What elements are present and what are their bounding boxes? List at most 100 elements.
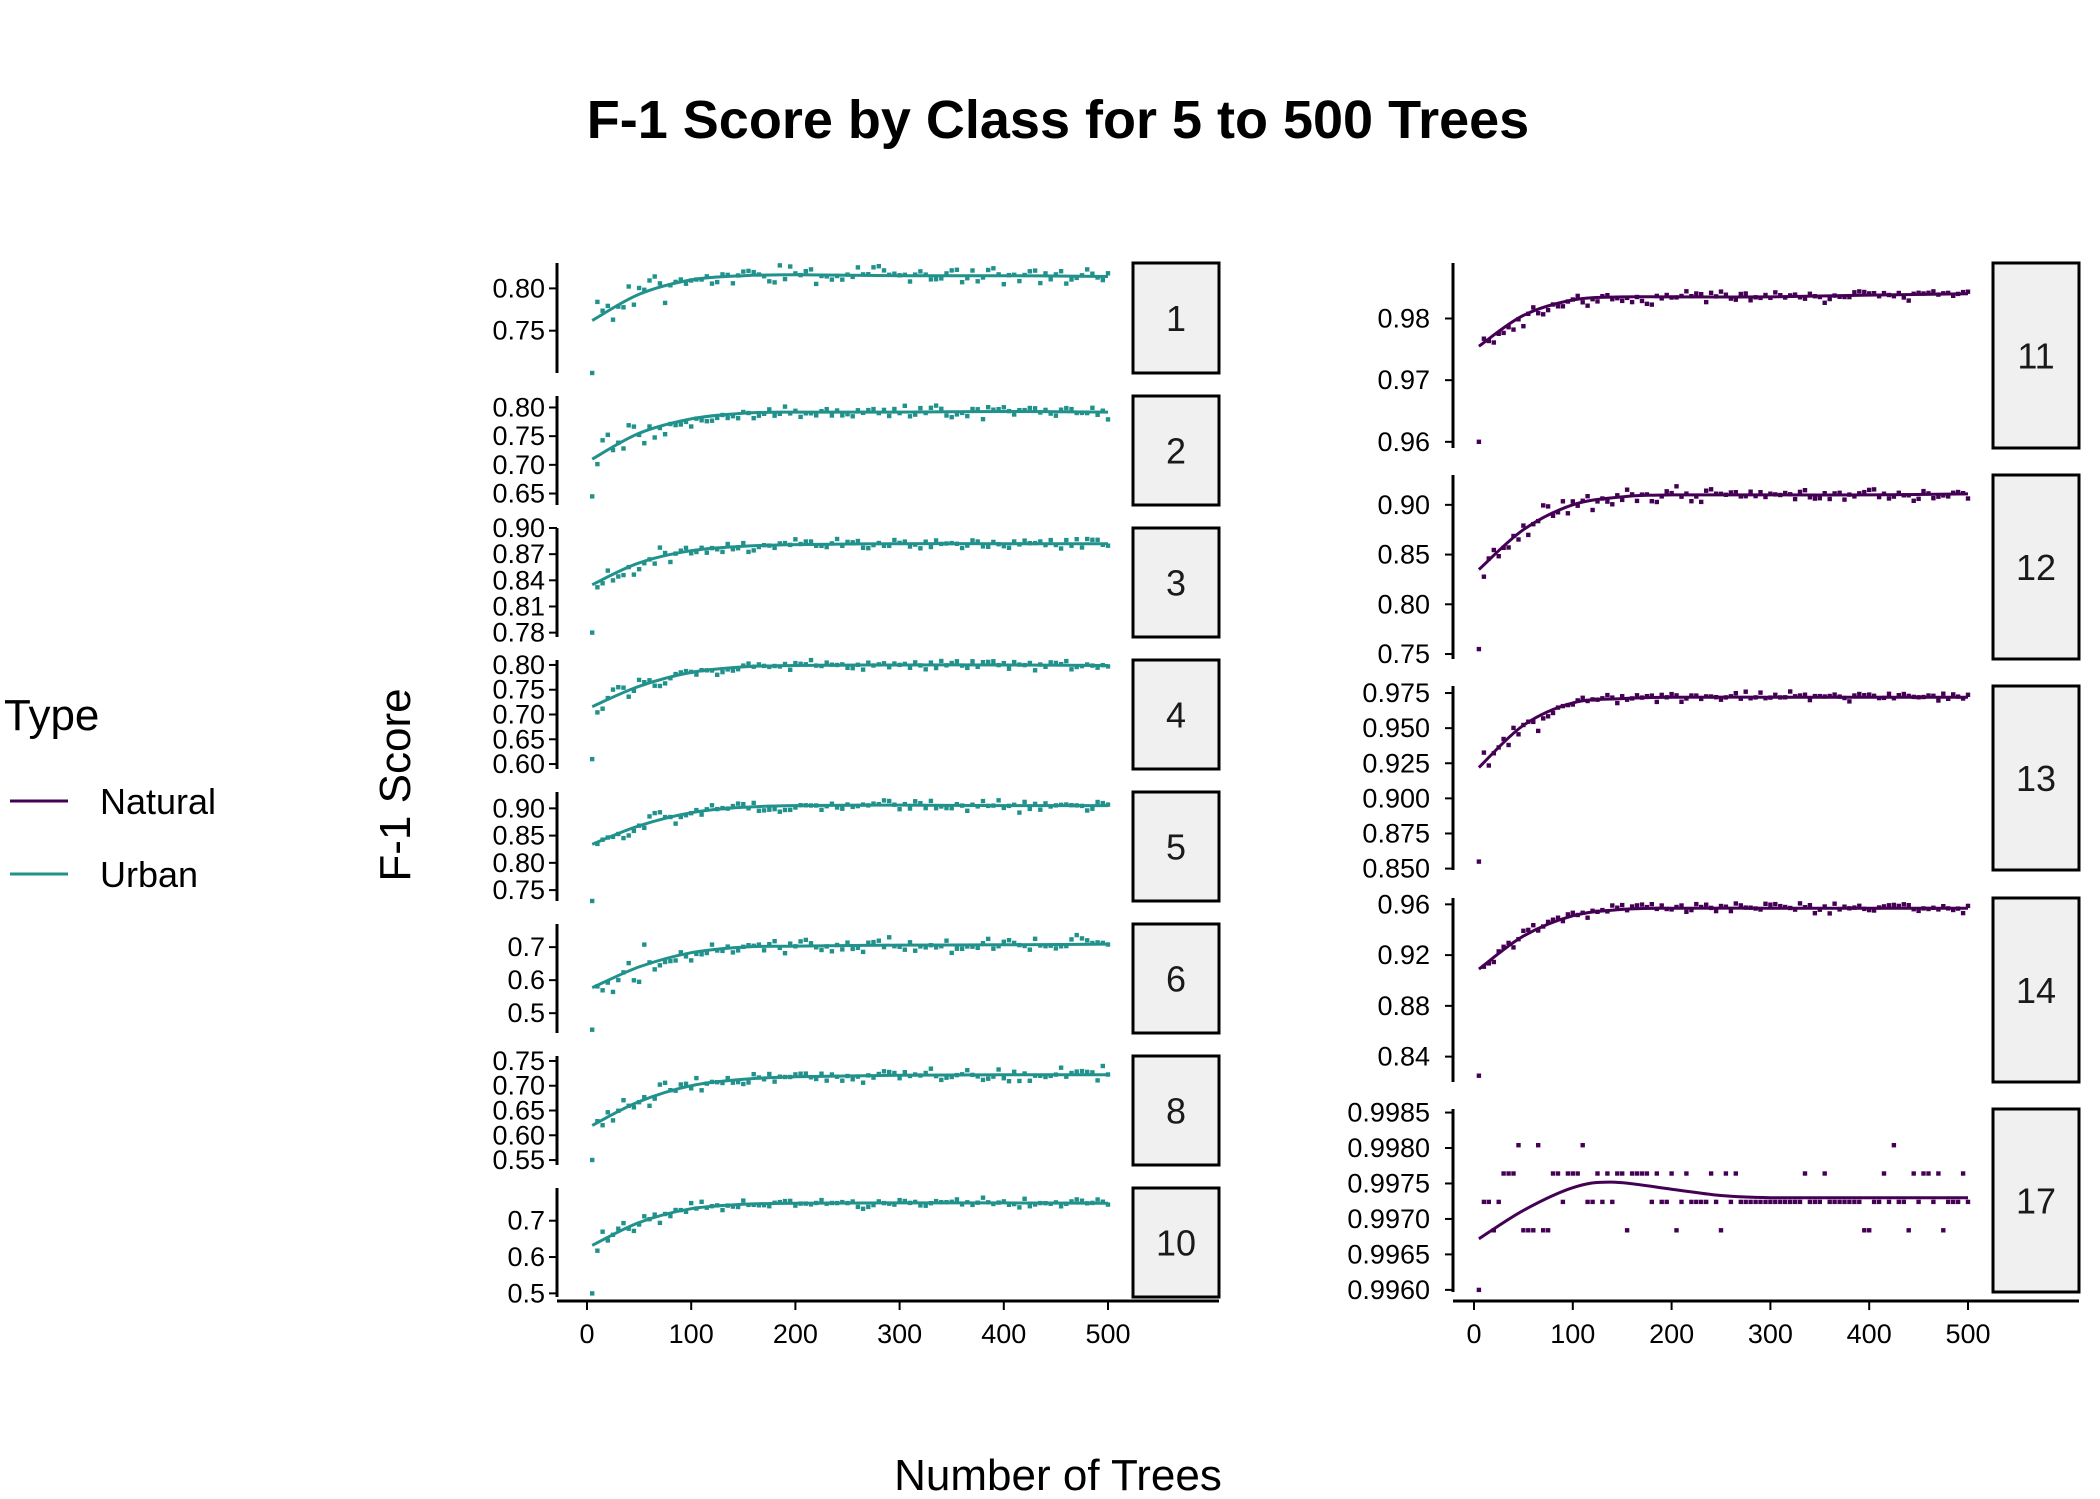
data-point — [590, 370, 595, 376]
data-point — [683, 813, 689, 818]
data-point — [1001, 660, 1006, 666]
data-point — [746, 661, 751, 666]
data-point — [647, 814, 652, 819]
data-point — [1857, 903, 1862, 908]
data-point — [1565, 511, 1571, 516]
data-point — [735, 546, 741, 551]
y-tick-label: 0.84 — [1377, 1042, 1430, 1072]
data-point — [944, 1075, 949, 1080]
data-point — [907, 414, 913, 419]
y-tick-label: 0.9970 — [1347, 1204, 1430, 1234]
data-point — [777, 411, 782, 416]
data-point — [944, 805, 949, 811]
facet-strip — [1131, 1054, 1221, 1167]
data-point — [913, 799, 918, 804]
data-point — [902, 403, 907, 408]
data-point — [1476, 646, 1482, 652]
data-point — [694, 807, 699, 813]
data-point — [689, 424, 694, 429]
data-point — [1501, 1171, 1506, 1176]
data-point — [1797, 489, 1803, 495]
data-point — [1936, 1171, 1941, 1176]
data-point — [720, 549, 725, 555]
data-point — [683, 1209, 689, 1214]
data-point — [1501, 944, 1506, 949]
data-point — [840, 947, 845, 952]
data-point — [1074, 537, 1079, 542]
data-point — [1634, 693, 1640, 698]
data-point — [699, 1199, 704, 1204]
data-point — [1531, 923, 1536, 928]
data-point — [709, 803, 715, 808]
data-point — [631, 1105, 637, 1110]
facet-panel-8: 0.550.600.650.700.75 8 — [492, 1046, 1221, 1175]
data-point — [845, 665, 850, 670]
data-point — [1053, 413, 1059, 418]
data-point — [720, 669, 725, 675]
data-point — [1012, 412, 1017, 417]
data-point — [1941, 1228, 1946, 1233]
data-point — [772, 413, 777, 418]
data-point — [595, 1248, 600, 1253]
data-point — [1541, 716, 1546, 721]
data-point — [631, 302, 637, 307]
data-point — [1006, 938, 1012, 943]
data-point — [1615, 905, 1620, 910]
data-point — [1955, 1199, 1961, 1205]
data-point — [1605, 692, 1610, 698]
data-point — [939, 276, 944, 281]
data-point — [1550, 1171, 1556, 1176]
data-point — [1017, 278, 1022, 284]
data-point — [761, 948, 767, 953]
data-point — [1699, 696, 1704, 702]
data-point — [928, 1066, 934, 1071]
data-point — [1090, 537, 1095, 542]
data-point — [1733, 490, 1738, 495]
data-point — [876, 1199, 881, 1204]
data-point — [782, 1198, 788, 1204]
y-tick-label: 0.7 — [507, 932, 545, 962]
data-point — [1580, 300, 1585, 305]
data-point — [1085, 267, 1090, 272]
data-point — [1694, 693, 1699, 698]
data-point — [907, 665, 913, 670]
data-point — [1079, 545, 1085, 550]
data-point — [1620, 694, 1625, 699]
data-point — [1560, 304, 1566, 309]
data-point — [850, 274, 855, 280]
trend-line — [1478, 292, 1969, 348]
data-point — [1965, 1199, 1971, 1205]
data-point — [991, 407, 996, 412]
data-point — [709, 942, 715, 947]
data-point — [1832, 692, 1837, 697]
data-point — [1491, 959, 1496, 965]
data-point — [1053, 660, 1059, 666]
data-point — [1704, 1199, 1709, 1205]
data-point — [683, 1081, 689, 1086]
y-tick-label: 0.81 — [492, 591, 545, 621]
data-point — [1644, 301, 1650, 306]
data-point — [1822, 1171, 1827, 1176]
data-point — [980, 798, 986, 804]
data-point — [694, 549, 699, 555]
data-point — [1960, 1171, 1966, 1176]
data-point — [1684, 289, 1689, 294]
points-12 — [1476, 484, 1971, 652]
x-tick-label: 100 — [1550, 1319, 1595, 1349]
y-tick-label: 0.75 — [492, 421, 545, 451]
data-point — [1006, 1202, 1012, 1207]
data-point — [642, 1095, 647, 1100]
data-point — [1827, 911, 1832, 916]
data-point — [1012, 940, 1017, 946]
data-point — [782, 404, 788, 409]
data-point — [1807, 697, 1813, 703]
data-point — [741, 540, 746, 546]
data-point — [1048, 411, 1053, 416]
data-point — [1659, 1199, 1664, 1205]
data-point — [1634, 1171, 1640, 1176]
data-point — [1620, 497, 1625, 503]
data-point — [996, 1067, 1001, 1072]
data-point — [1718, 903, 1724, 909]
data-point — [1867, 692, 1872, 697]
data-point — [1526, 927, 1531, 933]
